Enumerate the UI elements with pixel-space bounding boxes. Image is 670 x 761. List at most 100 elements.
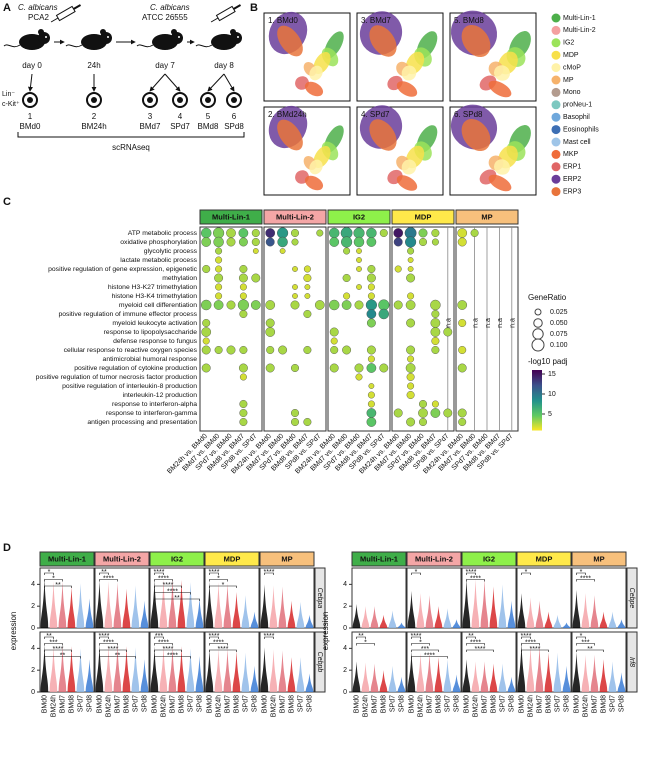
dot bbox=[407, 355, 415, 363]
x-tick-label: BMd7 bbox=[481, 695, 488, 713]
dot bbox=[343, 247, 351, 255]
dot bbox=[443, 408, 453, 418]
sample-number: 6 bbox=[232, 112, 237, 121]
group-name: Multi-Lin-1 bbox=[48, 554, 86, 563]
violin bbox=[296, 601, 305, 628]
dot bbox=[265, 237, 275, 247]
plot-frame bbox=[406, 567, 462, 629]
violin bbox=[269, 585, 278, 628]
violin bbox=[95, 644, 104, 692]
arrow bbox=[164, 73, 181, 92]
legend-label: ERP3 bbox=[563, 188, 581, 195]
violin bbox=[278, 650, 287, 692]
sig-stars: **** bbox=[108, 646, 119, 653]
sig-bracket bbox=[466, 572, 476, 575]
dot bbox=[215, 283, 223, 291]
legend-swatch bbox=[551, 87, 561, 97]
plot-frame bbox=[571, 631, 627, 693]
dot bbox=[367, 265, 376, 273]
violin bbox=[122, 646, 131, 692]
violin bbox=[480, 578, 489, 628]
dot bbox=[237, 299, 249, 311]
sig-bracket bbox=[411, 636, 421, 639]
sig-stars: **** bbox=[264, 569, 275, 576]
violin bbox=[553, 652, 562, 692]
sig-stars: **** bbox=[213, 639, 224, 646]
violin bbox=[76, 648, 85, 692]
umap-cluster bbox=[461, 24, 491, 58]
group-header bbox=[199, 209, 263, 225]
dot bbox=[239, 409, 248, 417]
mouse-tail bbox=[195, 44, 213, 48]
colorbar-step bbox=[532, 406, 542, 409]
y-tick-label: 4 bbox=[343, 645, 347, 652]
sample-number: 3 bbox=[148, 112, 153, 121]
legend-label: Mast cell bbox=[563, 139, 591, 146]
dot bbox=[214, 273, 224, 283]
umap-title: 4. SPd7 bbox=[361, 110, 390, 119]
x-tick-label: BMd7 bbox=[279, 695, 286, 713]
violin bbox=[388, 610, 397, 628]
term-label: cellular response to reactive oxygen spe… bbox=[64, 347, 198, 354]
term-label: response to interferon-gamma bbox=[106, 410, 197, 417]
mouse bbox=[3, 29, 50, 50]
violin bbox=[498, 584, 507, 628]
y-tick-label: 4 bbox=[31, 645, 35, 652]
dot bbox=[239, 418, 248, 426]
violin bbox=[434, 657, 443, 692]
dot bbox=[407, 292, 415, 300]
mouse-tail bbox=[3, 44, 21, 48]
dot bbox=[303, 310, 312, 318]
y-axis-label: expression bbox=[321, 612, 330, 651]
plot-frame bbox=[204, 567, 260, 629]
sig-stars: * bbox=[48, 569, 51, 576]
violin bbox=[305, 673, 314, 692]
y-tick-label: 4 bbox=[343, 581, 347, 588]
cell-type: c-Kit⁺ bbox=[2, 101, 20, 108]
x-tick-label: BMd7 bbox=[536, 695, 543, 713]
x-tick-label: SPd8 bbox=[563, 695, 570, 712]
violin bbox=[361, 606, 370, 628]
violin bbox=[67, 586, 76, 628]
term-label: lactate metabolic process bbox=[120, 257, 197, 264]
dot bbox=[213, 300, 224, 310]
violin bbox=[397, 676, 406, 692]
x-tick-label: BMd7 bbox=[371, 695, 378, 713]
dot bbox=[316, 229, 324, 237]
y-tick-label: 0 bbox=[31, 689, 35, 696]
plot-frame bbox=[204, 631, 260, 693]
dot bbox=[328, 227, 340, 239]
dot bbox=[329, 237, 340, 247]
violin bbox=[49, 646, 58, 692]
colorbar-step bbox=[532, 420, 542, 423]
dot bbox=[303, 265, 311, 273]
target bbox=[22, 92, 38, 108]
sig-bracket bbox=[466, 643, 485, 646]
mouse-ear bbox=[100, 29, 106, 35]
mouse bbox=[195, 29, 242, 50]
sig-stars: * bbox=[222, 582, 225, 589]
umap-cluster bbox=[277, 119, 303, 151]
term-label: histone H3-K27 trimethylation bbox=[108, 284, 197, 291]
umap-cluster bbox=[401, 159, 417, 175]
sig-stars: **** bbox=[466, 569, 477, 576]
plot-frame bbox=[259, 567, 315, 629]
x-tick-label: BM24h bbox=[270, 695, 277, 717]
target-dot bbox=[177, 97, 183, 103]
term-label: positive regulation of immune effector p… bbox=[58, 311, 197, 318]
dot bbox=[201, 237, 212, 247]
sig-stars: **** bbox=[475, 646, 486, 653]
legend-swatch bbox=[551, 13, 561, 23]
group-header bbox=[461, 551, 517, 567]
sig-stars: **** bbox=[167, 652, 178, 659]
umap-title: 5. BMd8 bbox=[454, 16, 484, 25]
dot bbox=[393, 237, 403, 247]
dot bbox=[356, 257, 362, 263]
dot bbox=[215, 247, 223, 255]
dot bbox=[342, 345, 352, 355]
violin bbox=[562, 622, 571, 628]
dot bbox=[329, 327, 339, 337]
term-label: response to interferon-alpha bbox=[112, 401, 197, 408]
species: C. albicans bbox=[18, 3, 58, 12]
violin bbox=[241, 652, 250, 692]
